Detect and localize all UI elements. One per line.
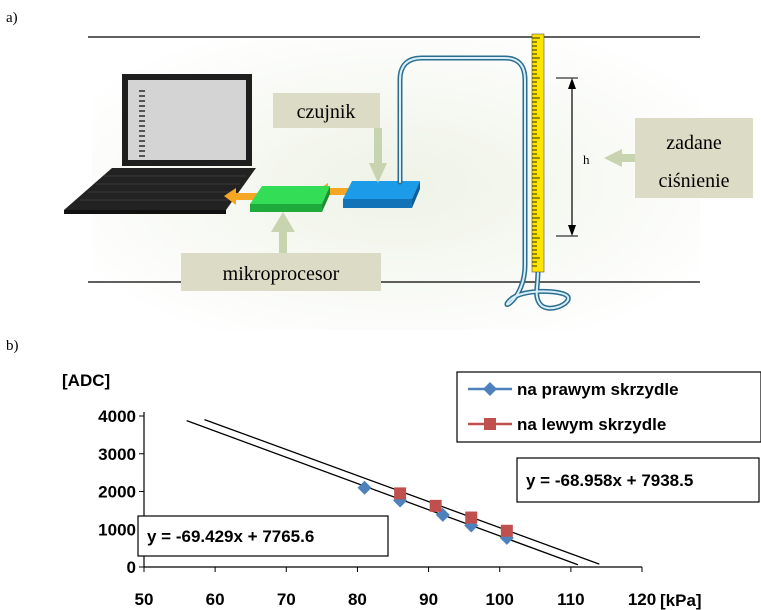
legend-label-left-wing: na lewym skrzydle <box>517 415 666 434</box>
legend-label-right-wing: na prawym skrzydle <box>517 380 679 399</box>
microprocessor-pointer-arrow <box>271 212 295 254</box>
y-tick-label: 4000 <box>98 407 136 426</box>
x-tick-label: 80 <box>348 590 367 609</box>
y-tick-label: 1000 <box>98 520 136 539</box>
measuring-ruler <box>531 33 545 273</box>
panel-label-b: b) <box>6 338 19 354</box>
x-tick-label: 50 <box>135 590 154 609</box>
x-tick-label: 70 <box>277 590 296 609</box>
data-point-right-wing <box>357 480 372 495</box>
data-point-left-wing <box>465 511 478 524</box>
sensor-label-box <box>273 93 380 128</box>
x-tick-label: 120 <box>628 590 656 609</box>
equation-box-left-wing: y = -68.958x + 7938.5 <box>516 457 760 503</box>
manometer-tube <box>397 37 571 311</box>
pressure-label-box <box>635 118 753 198</box>
data-points <box>357 480 514 545</box>
x-tick-label: 110 <box>557 590 584 609</box>
pressure-label-line1: zadane <box>666 132 722 154</box>
figure-a: a) <box>6 10 753 330</box>
pressure-pointer-arrow <box>604 149 636 167</box>
equation-box-right-wing: y = -69.429x + 7765.6 <box>137 515 389 557</box>
sensor-board <box>343 181 420 208</box>
y-tick-label: 3000 <box>98 445 136 464</box>
data-point-right-wing <box>435 507 450 522</box>
x-axis-label: [kPa] <box>660 591 702 610</box>
trend-line-right-wing <box>186 420 579 566</box>
panel-label-a: a) <box>6 10 18 26</box>
data-point-left-wing <box>429 499 442 512</box>
sensor-label: czujnik <box>297 101 356 123</box>
data-point-left-wing <box>394 487 407 500</box>
equation-right-wing: y = -69.429x + 7765.6 <box>147 527 314 546</box>
data-point-left-wing <box>500 524 513 537</box>
legend-marker-right-wing <box>483 382 497 396</box>
chart-legend: na prawym skrzydle na lewym skrzydle <box>456 371 761 443</box>
height-label: h <box>583 152 590 167</box>
x-tick-label: 100 <box>486 590 514 609</box>
microprocessor-label: mikroprocesor <box>223 263 340 285</box>
height-dimension-marker <box>556 77 578 237</box>
y-tick-labels: 0 1000 2000 3000 4000 <box>98 407 136 577</box>
pressure-label-line2: ciśnienie <box>658 170 729 192</box>
microprocessor-label-box <box>181 253 381 291</box>
microprocessor-board <box>250 186 330 212</box>
y-axis-label: [ADC] <box>62 371 110 390</box>
sensor-pointer-arrow <box>369 128 387 183</box>
equation-left-wing: y = -68.958x + 7938.5 <box>526 471 693 490</box>
x-tick-label: 90 <box>419 590 438 609</box>
y-tick-label: 2000 <box>98 483 136 502</box>
legend-marker-left-wing <box>484 418 496 430</box>
x-tick-label: 60 <box>206 590 225 609</box>
figure-b: b) [ADC] [kPa] 0 1000 2000 3000 4000 50 60 70 8… <box>6 338 761 610</box>
x-tick-labels: 50 60 70 80 90 100 110 120 <box>135 590 657 609</box>
laptop-icon <box>64 74 256 214</box>
y-tick-label: 0 <box>127 558 136 577</box>
data-flow-arrow-left <box>224 188 263 205</box>
